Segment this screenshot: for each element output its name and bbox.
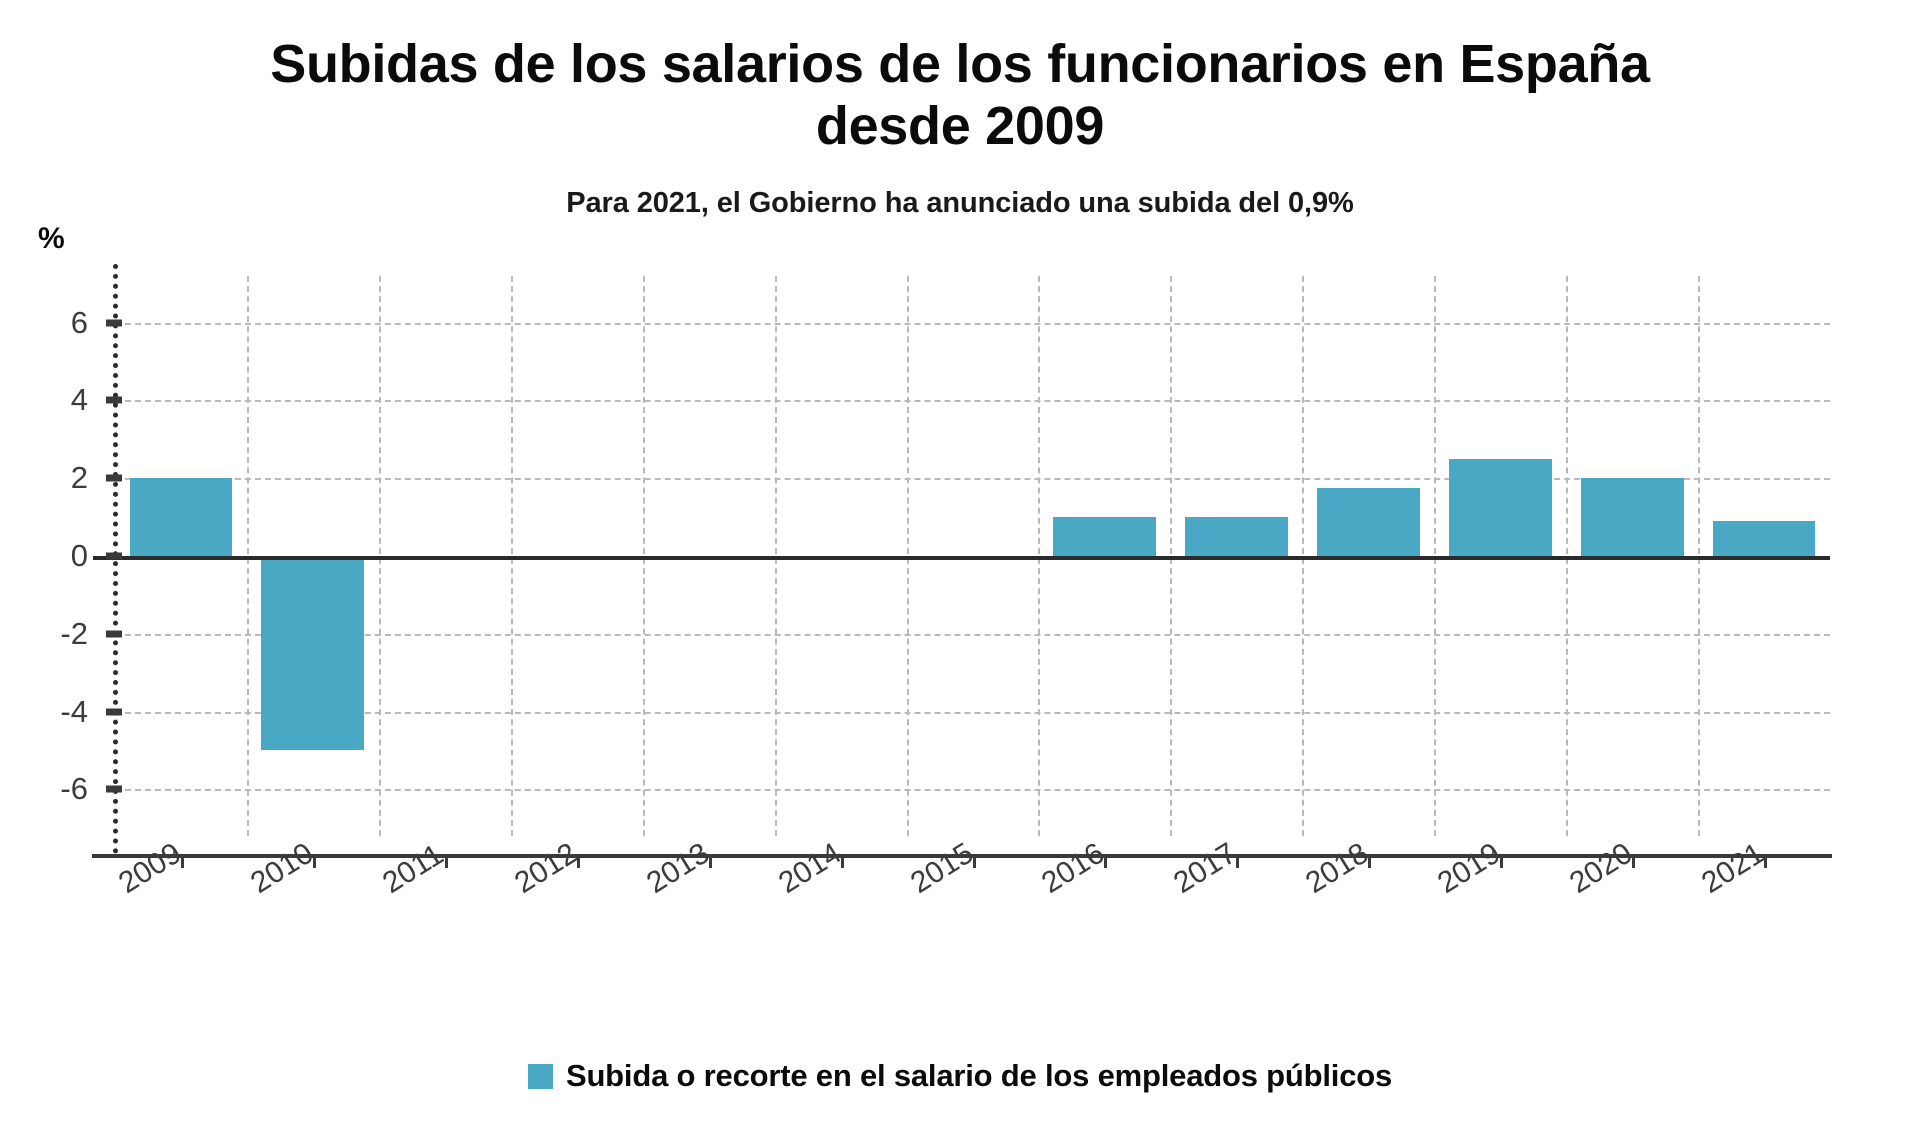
- x-tick-label-2010: 2010: [244, 836, 319, 900]
- x-tick-label-2017: 2017: [1168, 836, 1243, 900]
- x-tick-mark: [180, 854, 184, 868]
- x-tick-label-2019: 2019: [1432, 836, 1507, 900]
- bar-2019[interactable]: [1448, 458, 1552, 556]
- y-tick-label: 6: [70, 304, 88, 340]
- bar-2016[interactable]: [1052, 517, 1156, 556]
- x-tick-mark: [576, 854, 580, 868]
- y-tick-label: 0: [70, 538, 88, 573]
- page-title: Subidas de los salarios de los funcionar…: [270, 34, 1650, 156]
- y-gridline: [115, 478, 1830, 481]
- legend-swatch-icon: [527, 1063, 553, 1089]
- y-tick-mark: [106, 319, 122, 327]
- x-tick-mark: [312, 854, 316, 868]
- zero-baseline: [93, 556, 1830, 560]
- x-tick-mark: [972, 854, 976, 868]
- y-tick-label: -6: [60, 771, 88, 807]
- x-tick-label-2015: 2015: [904, 836, 979, 900]
- y-tick-label: -4: [60, 693, 88, 729]
- x-tick-mark: [444, 854, 448, 868]
- y-gridline: [115, 400, 1830, 403]
- x-tick-mark: [1236, 854, 1240, 868]
- y-tick-mark: [106, 630, 122, 638]
- bar-2018[interactable]: [1316, 487, 1420, 556]
- y-tick-mark: [106, 396, 122, 404]
- chart-legend: Subida o recorte en el salario de los em…: [0, 1058, 1920, 1094]
- x-tick-mark: [1500, 854, 1504, 868]
- y-gridline: [115, 633, 1830, 636]
- bar-2009[interactable]: [129, 478, 233, 556]
- x-tick-label-2020: 2020: [1564, 836, 1639, 900]
- x-tick-label-2009: 2009: [112, 836, 188, 900]
- y-tick-mark: [106, 708, 122, 716]
- x-tick-mark: [1368, 854, 1372, 868]
- x-tick-mark: [840, 854, 844, 868]
- bar-2021[interactable]: [1712, 521, 1816, 556]
- y-tick-mark: [106, 474, 122, 482]
- legend-item-label: Subida o recorte en el salario de los em…: [565, 1058, 1393, 1093]
- y-tick-label: 2: [70, 460, 88, 496]
- x-tick-mark: [1104, 854, 1108, 868]
- chart-plot-wrapper: % 2009 2010 2011 2012 2013 2014 2015 2016 2017 20…: [0, 222, 1920, 900]
- x-tick-label-2021: 2021: [1696, 836, 1771, 900]
- x-tick-label-2011: 2011: [376, 837, 449, 900]
- y-tick-mark: [106, 552, 122, 560]
- bar-2010[interactable]: [261, 556, 365, 751]
- x-tick-mark: [708, 854, 712, 868]
- x-tick-mark: [1632, 854, 1636, 868]
- y-axis-unit-label: %: [38, 222, 65, 255]
- x-tick-label-2014: 2014: [772, 836, 847, 900]
- x-tick-mark: [1764, 854, 1768, 868]
- chart-subtitle: Para 2021, el Gobierno ha anunciado una …: [566, 187, 1354, 220]
- x-tick-label-2018: 2018: [1300, 836, 1375, 900]
- chart-header: Subidas de los salarios de los funcionar…: [0, 0, 1920, 220]
- y-tick-label: 4: [70, 382, 88, 418]
- bar-2020[interactable]: [1580, 478, 1684, 556]
- bar-2017[interactable]: [1184, 517, 1288, 556]
- x-tick-label-2012: 2012: [508, 836, 583, 900]
- y-tick-mark: [106, 785, 122, 793]
- plot-area: 2009 2010 2011 2012 2013 2014 2015 2016 2017 2018…: [93, 276, 1830, 900]
- x-axis-spine: [92, 854, 1832, 858]
- x-tick-label-2016: 2016: [1036, 836, 1111, 900]
- y-gridline: [115, 322, 1830, 325]
- y-gridline: [115, 789, 1830, 792]
- y-gridline: [115, 711, 1830, 714]
- y-tick-label: -2: [60, 615, 88, 651]
- x-tick-label-2013: 2013: [640, 836, 715, 900]
